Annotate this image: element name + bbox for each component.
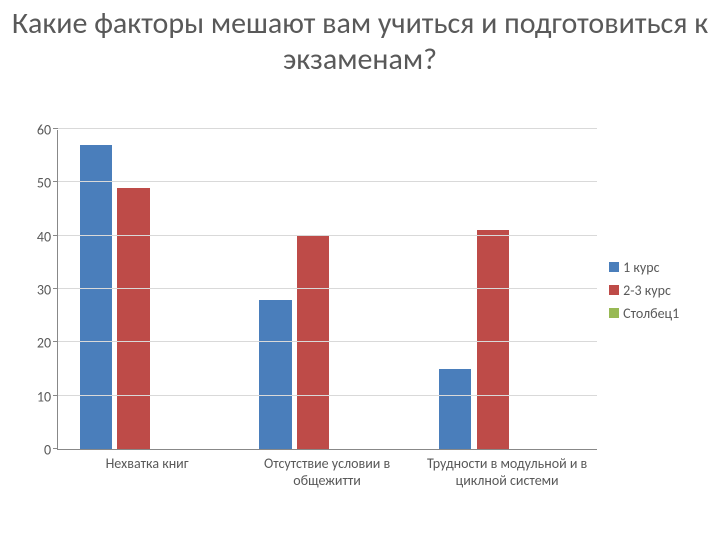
y-tick-label: 0: [17, 442, 51, 459]
grid-line: [58, 235, 597, 236]
legend-swatch: [609, 285, 619, 295]
y-tick-label: 20: [17, 335, 51, 352]
y-tick-mark: [53, 288, 58, 289]
y-tick-mark: [53, 181, 58, 182]
chart: 0102030405060 Нехватка книгОтсутствие ус…: [20, 130, 700, 510]
legend-label: 1 курс: [623, 259, 659, 276]
bar-groups: [58, 130, 597, 449]
grid-line: [58, 288, 597, 289]
bar: [117, 188, 149, 449]
legend: 1 курс 2-3 курс Столбец1: [597, 130, 700, 450]
grid-line: [58, 128, 597, 129]
plot-column: Нехватка книгОтсутствие условии в общежи…: [57, 130, 597, 510]
y-tick-mark: [53, 341, 58, 342]
bar-group: [417, 130, 597, 449]
legend-item: 1 курс: [609, 259, 700, 276]
bar: [439, 369, 471, 449]
x-axis-label: Трудности в модульной и в циклной систем…: [417, 450, 597, 490]
y-tick-label: 10: [17, 388, 51, 405]
x-axis-labels: Нехватка книгОтсутствие условии в общежи…: [57, 450, 597, 490]
legend-item: 2-3 курс: [609, 282, 700, 299]
y-tick-mark: [53, 395, 58, 396]
grid-line: [58, 341, 597, 342]
y-tick-label: 60: [17, 122, 51, 139]
plot-area: [57, 130, 597, 450]
bar: [477, 230, 509, 449]
x-axis-label: Нехватка книг: [57, 450, 237, 490]
x-axis-label: Отсутствие условии в общежитти: [237, 450, 417, 490]
legend-swatch: [609, 262, 619, 272]
bar: [80, 145, 112, 449]
y-tick-label: 40: [17, 228, 51, 245]
y-tick-label: 50: [17, 175, 51, 192]
bar-group: [58, 130, 238, 449]
bar: [259, 300, 291, 449]
legend-item: Столбец1: [609, 305, 700, 322]
legend-label: Столбец1: [623, 305, 679, 322]
legend-swatch: [609, 308, 619, 318]
grid-line: [58, 395, 597, 396]
y-tick-mark: [53, 128, 58, 129]
page: Какие факторы мешают вам учиться и подго…: [0, 0, 720, 540]
y-axis: 0102030405060: [20, 130, 57, 450]
y-tick-mark: [53, 448, 58, 449]
chart-title: Какие факторы мешают вам учиться и подго…: [0, 0, 720, 78]
y-tick-mark: [53, 235, 58, 236]
legend-label: 2-3 курс: [623, 282, 671, 299]
y-tick-label: 30: [17, 282, 51, 299]
grid-line: [58, 181, 597, 182]
bar-group: [238, 130, 418, 449]
